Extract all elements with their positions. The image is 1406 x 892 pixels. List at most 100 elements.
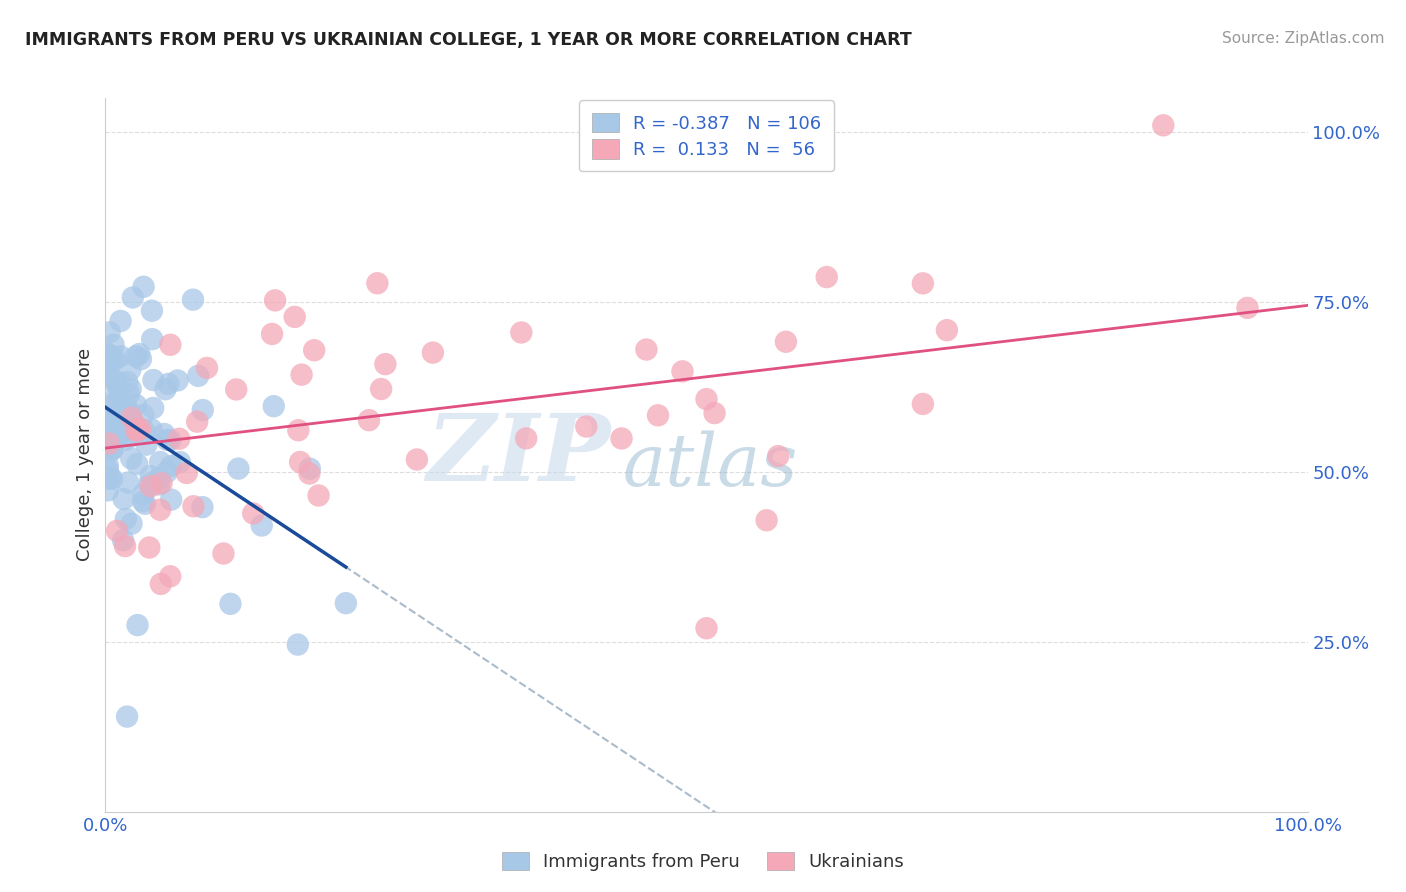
Point (105, 374, 128, 388)
Point (149, 502, 172, 516)
Point (250, 518, 273, 533)
Point (127, 420, 149, 434)
Point (125, 398, 148, 412)
Point (132, 487, 155, 501)
Point (169, 455, 191, 469)
Point (291, 368, 314, 382)
Point (696, 392, 718, 406)
Point (98, 470, 121, 484)
Point (115, 512, 138, 526)
Point (160, 492, 183, 507)
Point (120, 451, 142, 466)
Point (775, 334, 797, 349)
Point (132, 494, 155, 508)
Point (242, 507, 264, 521)
Point (141, 332, 163, 346)
Point (118, 429, 141, 443)
Point (134, 497, 156, 511)
Point (98, 325, 121, 339)
Point (911, 277, 934, 291)
Point (127, 618, 149, 632)
Point (114, 539, 136, 553)
Point (225, 383, 247, 397)
Point (149, 455, 172, 469)
Point (159, 434, 181, 448)
Point (118, 387, 141, 401)
Point (104, 404, 127, 418)
Point (111, 411, 134, 425)
Point (104, 433, 127, 447)
Point (153, 427, 176, 442)
Point (121, 516, 143, 531)
Point (287, 423, 309, 437)
Point (155, 382, 177, 396)
Point (167, 432, 190, 446)
Point (148, 477, 170, 491)
Point (422, 345, 444, 359)
Point (110, 349, 132, 363)
Point (636, 343, 658, 357)
Point (103, 337, 125, 351)
Point (103, 429, 125, 443)
Point (97, 367, 120, 381)
Text: IMMIGRANTS FROM PERU VS UKRAINIAN COLLEGE, 1 YEAR OR MORE CORRELATION CHART: IMMIGRANTS FROM PERU VS UKRAINIAN COLLEG… (25, 31, 912, 49)
Point (335, 596, 357, 610)
Legend: Immigrants from Peru, Ukrainians: Immigrants from Peru, Ukrainians (495, 845, 911, 879)
Point (138, 477, 160, 491)
Point (219, 597, 242, 611)
Point (121, 291, 143, 305)
Point (212, 547, 235, 561)
Point (101, 351, 124, 365)
Point (160, 458, 183, 473)
Point (97, 347, 120, 361)
Point (127, 457, 149, 471)
Point (104, 390, 127, 404)
Point (97, 420, 120, 434)
Point (121, 415, 143, 429)
Point (97, 415, 120, 429)
Point (148, 472, 170, 486)
Point (183, 500, 205, 514)
Point (97, 435, 120, 450)
Point (142, 401, 165, 415)
Point (97, 369, 120, 384)
Point (128, 347, 150, 361)
Point (936, 323, 959, 337)
Point (755, 513, 778, 527)
Point (107, 382, 129, 396)
Point (264, 293, 287, 308)
Point (370, 382, 392, 396)
Point (284, 310, 307, 324)
Point (105, 406, 128, 420)
Point (139, 469, 162, 483)
Point (97, 472, 120, 486)
Point (166, 374, 188, 388)
Point (97, 458, 120, 473)
Point (98, 351, 121, 365)
Point (406, 452, 429, 467)
Point (127, 424, 149, 438)
Point (263, 399, 285, 413)
Point (132, 280, 155, 294)
Point (104, 352, 127, 367)
Point (98, 399, 121, 413)
Point (815, 270, 838, 285)
Point (191, 500, 214, 515)
Point (141, 303, 163, 318)
Point (139, 479, 162, 493)
Point (120, 407, 142, 421)
Point (135, 437, 157, 451)
Point (150, 476, 173, 491)
Point (149, 577, 172, 591)
Point (120, 408, 142, 422)
Point (510, 326, 533, 340)
Point (515, 431, 537, 445)
Point (148, 472, 170, 486)
Point (97, 409, 120, 423)
Point (191, 403, 214, 417)
Point (357, 413, 380, 427)
Point (117, 402, 139, 417)
Point (610, 432, 633, 446)
Point (100, 442, 122, 457)
Point (187, 368, 209, 383)
